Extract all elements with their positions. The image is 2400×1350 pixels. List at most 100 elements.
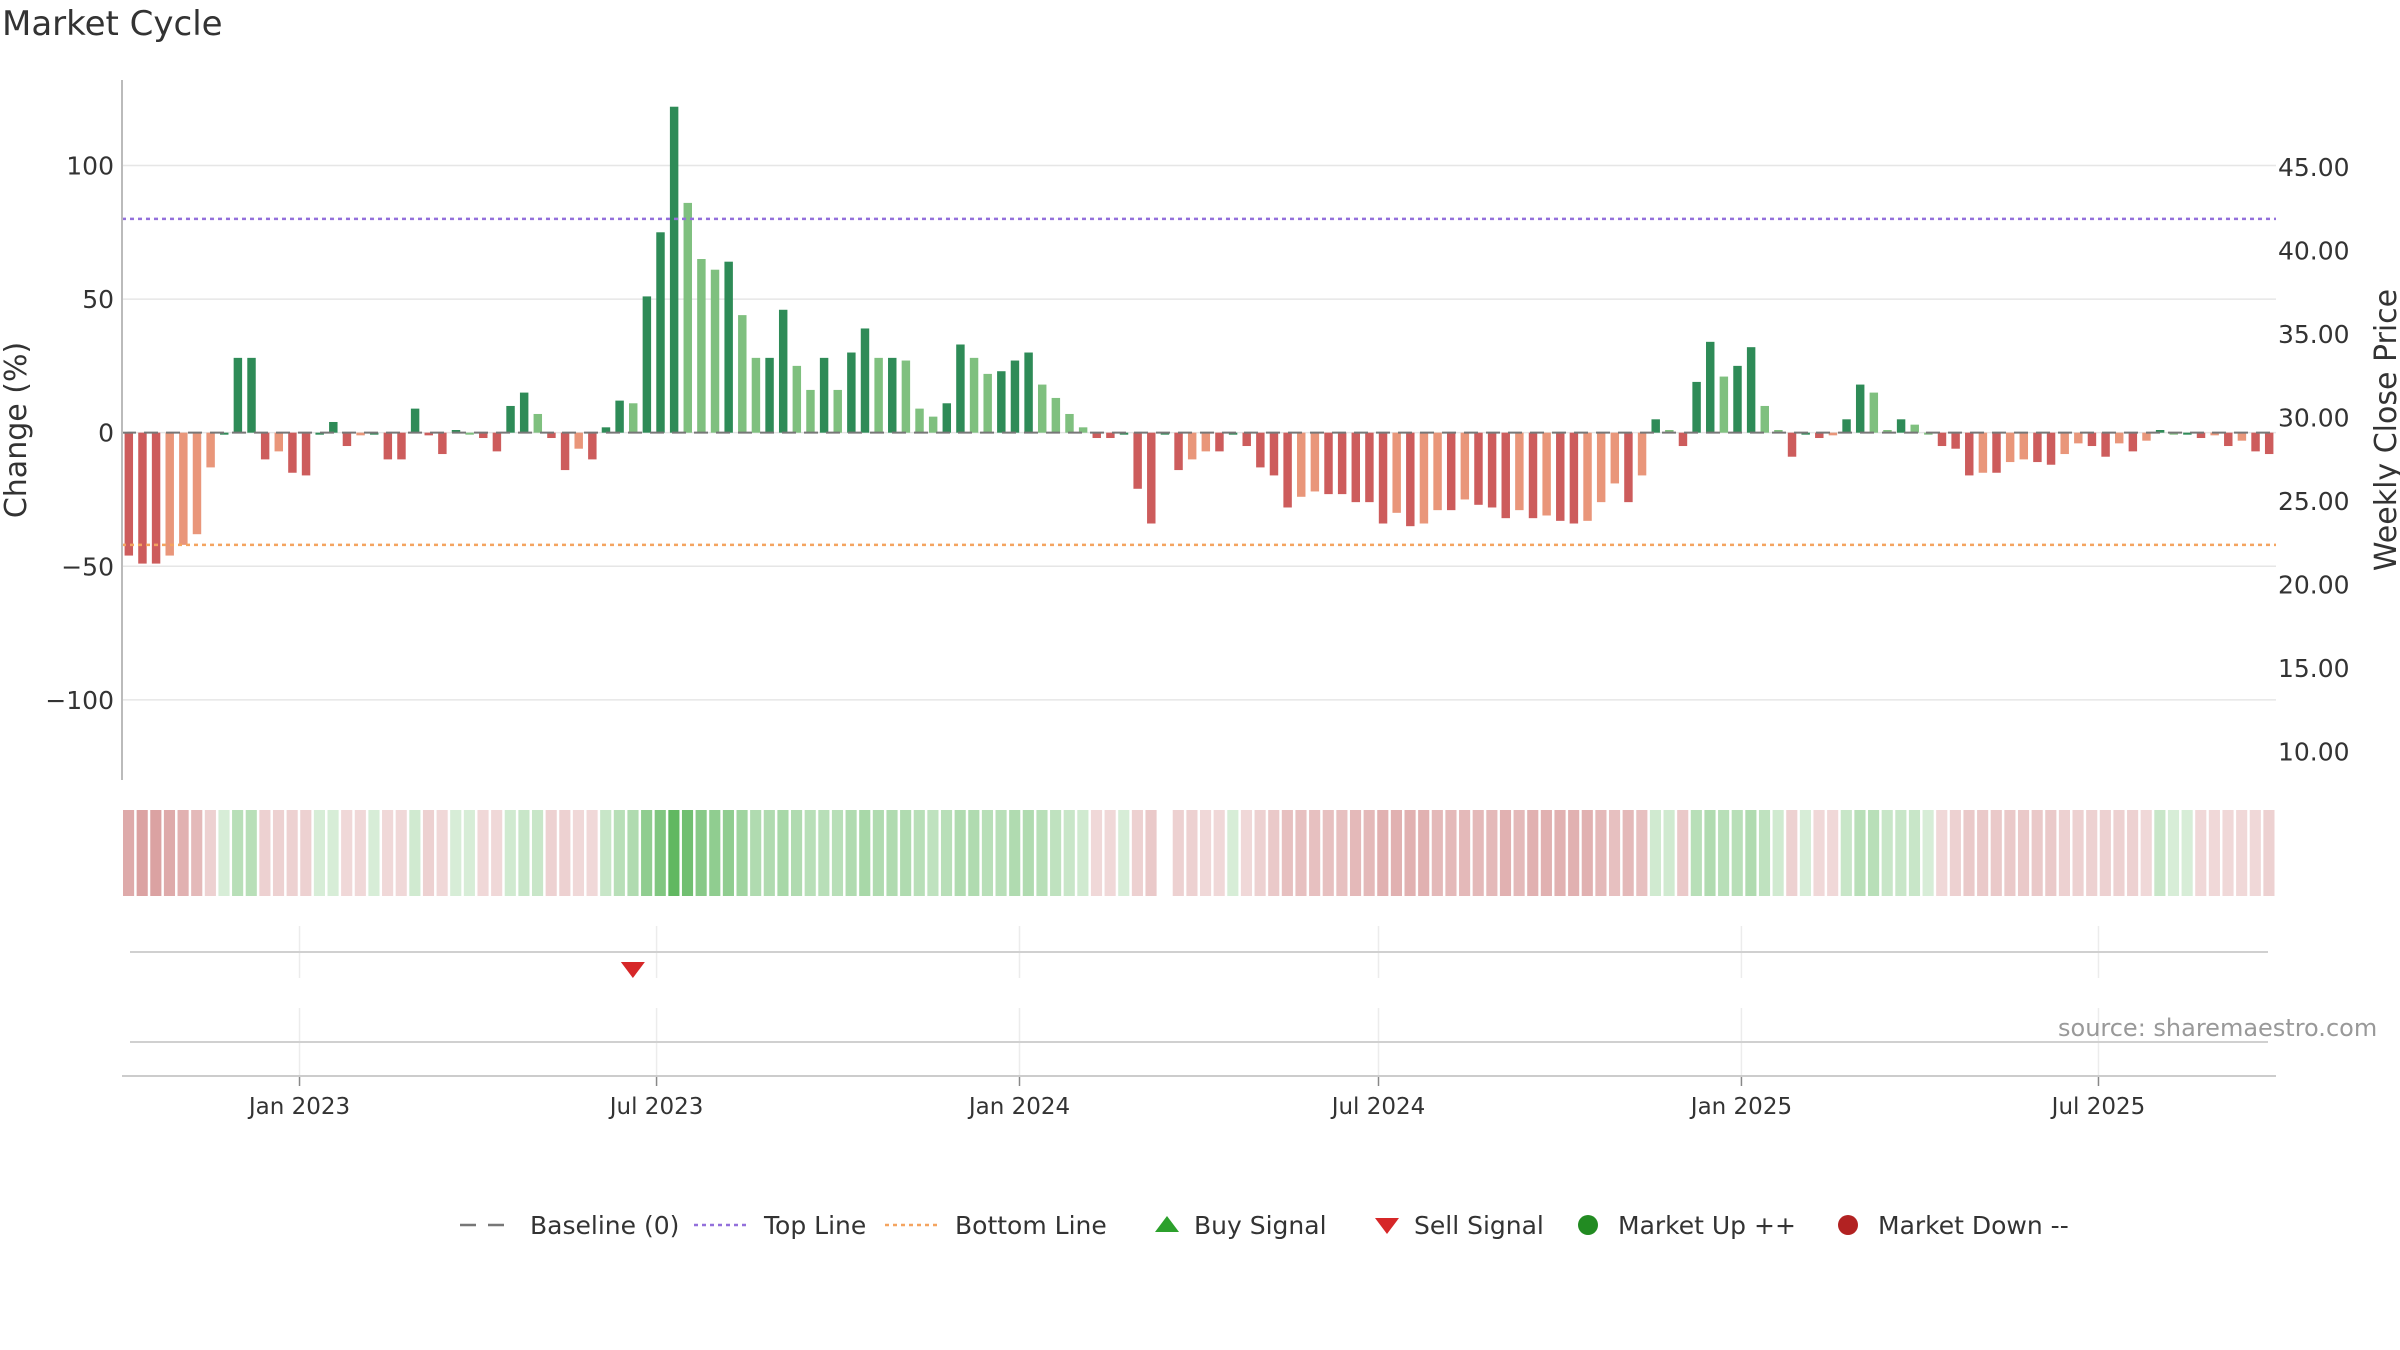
- cycle-strip-cell: [1704, 810, 1716, 896]
- bar: [1760, 405, 1769, 433]
- sell-signal-marker: [620, 962, 645, 978]
- bar: [1092, 432, 1101, 439]
- cycle-strip-cell: [259, 810, 271, 896]
- cycle-strip-cell: [2208, 810, 2220, 896]
- bar: [2237, 432, 2247, 441]
- cycle-strip-cell: [191, 810, 203, 896]
- cycle-strip-cell: [1022, 810, 1034, 896]
- cycle-strip-cell: [1036, 810, 1048, 896]
- bar: [1596, 432, 1606, 503]
- cycle-strip-cell: [1200, 810, 1212, 896]
- bar: [547, 432, 556, 439]
- bar: [465, 432, 474, 435]
- bar: [1283, 432, 1292, 508]
- source-credit: source: sharemaestro.com: [2058, 1014, 2378, 1042]
- bar: [165, 432, 174, 556]
- bar: [642, 296, 652, 433]
- cycle-strip-cell: [886, 810, 898, 896]
- bar: [1828, 432, 1838, 436]
- cycle-strip-cell: [1118, 810, 1130, 896]
- bar: [1406, 432, 1415, 527]
- cycle-strip-cell: [1963, 810, 1975, 896]
- bar: [1174, 432, 1183, 471]
- cycle-strip-cell: [818, 810, 830, 896]
- cycle-strip-cell: [613, 810, 625, 896]
- bar: [1501, 432, 1510, 519]
- bar: [506, 405, 515, 433]
- cycle-strip-cell: [1363, 810, 1375, 896]
- bar: [519, 392, 529, 433]
- cycle-strip-cell: [1077, 810, 1089, 896]
- bar: [329, 421, 338, 433]
- bar: [683, 202, 692, 433]
- cycle-strip-cell: [463, 810, 475, 896]
- bar: [1269, 432, 1279, 476]
- bar: [915, 408, 924, 433]
- cycle-strip-cell: [1758, 810, 1771, 896]
- bar: [1719, 376, 1729, 433]
- cycle-strip-cell: [1104, 810, 1116, 896]
- cycle-strip-cell: [1390, 810, 1402, 896]
- cycle-strip-cell: [300, 810, 312, 896]
- cycle-strip-cell: [477, 810, 489, 896]
- cycle-strip-cell: [2127, 810, 2139, 896]
- bar: [1065, 413, 1074, 433]
- cycle-strip-cell: [1677, 810, 1689, 896]
- bar: [1610, 432, 1620, 484]
- cycle-strip-cell: [654, 810, 666, 896]
- bar: [383, 432, 393, 460]
- bar: [2005, 432, 2015, 463]
- legend-item: Buy Signal: [1155, 1211, 1327, 1240]
- cycle-strip-cell: [1322, 810, 1334, 896]
- bar: [179, 432, 188, 545]
- cycle-strip-cell: [872, 810, 884, 896]
- cycle-strip-cell: [1281, 810, 1293, 896]
- bar: [697, 259, 706, 433]
- cycle-strip-cell: [2154, 810, 2166, 896]
- cycle-strip-cell: [2086, 810, 2098, 896]
- cycle-strip-cell: [341, 810, 353, 896]
- y-tick-label: 100: [66, 151, 114, 180]
- cycle-strip-cell: [981, 810, 994, 896]
- bar: [1883, 430, 1892, 433]
- cycle-strip-cell: [2263, 810, 2275, 896]
- cycle-strip-cell: [1813, 810, 1825, 896]
- x-axis: Jan 2023 Jul 2023 Jan 2024 Jul 2024 Jan 2025…: [122, 1075, 2276, 1120]
- cycle-strip-cell: [177, 810, 189, 896]
- triangle-down-icon: [1375, 1218, 1399, 1234]
- y-tick-label: −100: [45, 686, 114, 715]
- y-axis-label: Change (%): [0, 342, 34, 518]
- bar: [560, 432, 570, 471]
- bar: [669, 106, 679, 433]
- cycle-strip-cell: [1554, 810, 1566, 896]
- cycle-strip: [123, 810, 2275, 896]
- bar: [1460, 432, 1470, 500]
- bar: [615, 400, 624, 433]
- cycle-strip-cell: [1090, 810, 1103, 896]
- cycle-strip-cell: [2017, 810, 2030, 896]
- legend-label: Market Down --: [1878, 1211, 2069, 1240]
- cycle-strip-cell: [2031, 810, 2043, 896]
- bar: [1978, 432, 1988, 473]
- bar: [492, 432, 502, 452]
- bar: [806, 389, 815, 433]
- cycle-strip-cell: [1268, 810, 1280, 896]
- bar: [1706, 341, 1715, 433]
- bar: [424, 432, 433, 436]
- cycle-strip-cell: [1172, 810, 1184, 896]
- bar: [1324, 432, 1333, 495]
- bar: [1992, 432, 2001, 473]
- bar: [1351, 432, 1361, 503]
- cycle-strip-cell: [627, 810, 639, 896]
- bar: [1297, 432, 1306, 497]
- bar: [792, 365, 802, 433]
- x-tick-label: Jul 2024: [1330, 1094, 1426, 1120]
- bar: [1187, 432, 1197, 460]
- cycle-strip-cell: [641, 810, 653, 896]
- bar: [2101, 432, 2110, 457]
- cycle-strip-cell: [150, 810, 162, 896]
- bar: [1583, 432, 1592, 521]
- cycle-strip-cell: [1418, 810, 1430, 896]
- cycle-strip-cell: [1663, 810, 1675, 896]
- cycle-strip-cell: [1636, 810, 1648, 896]
